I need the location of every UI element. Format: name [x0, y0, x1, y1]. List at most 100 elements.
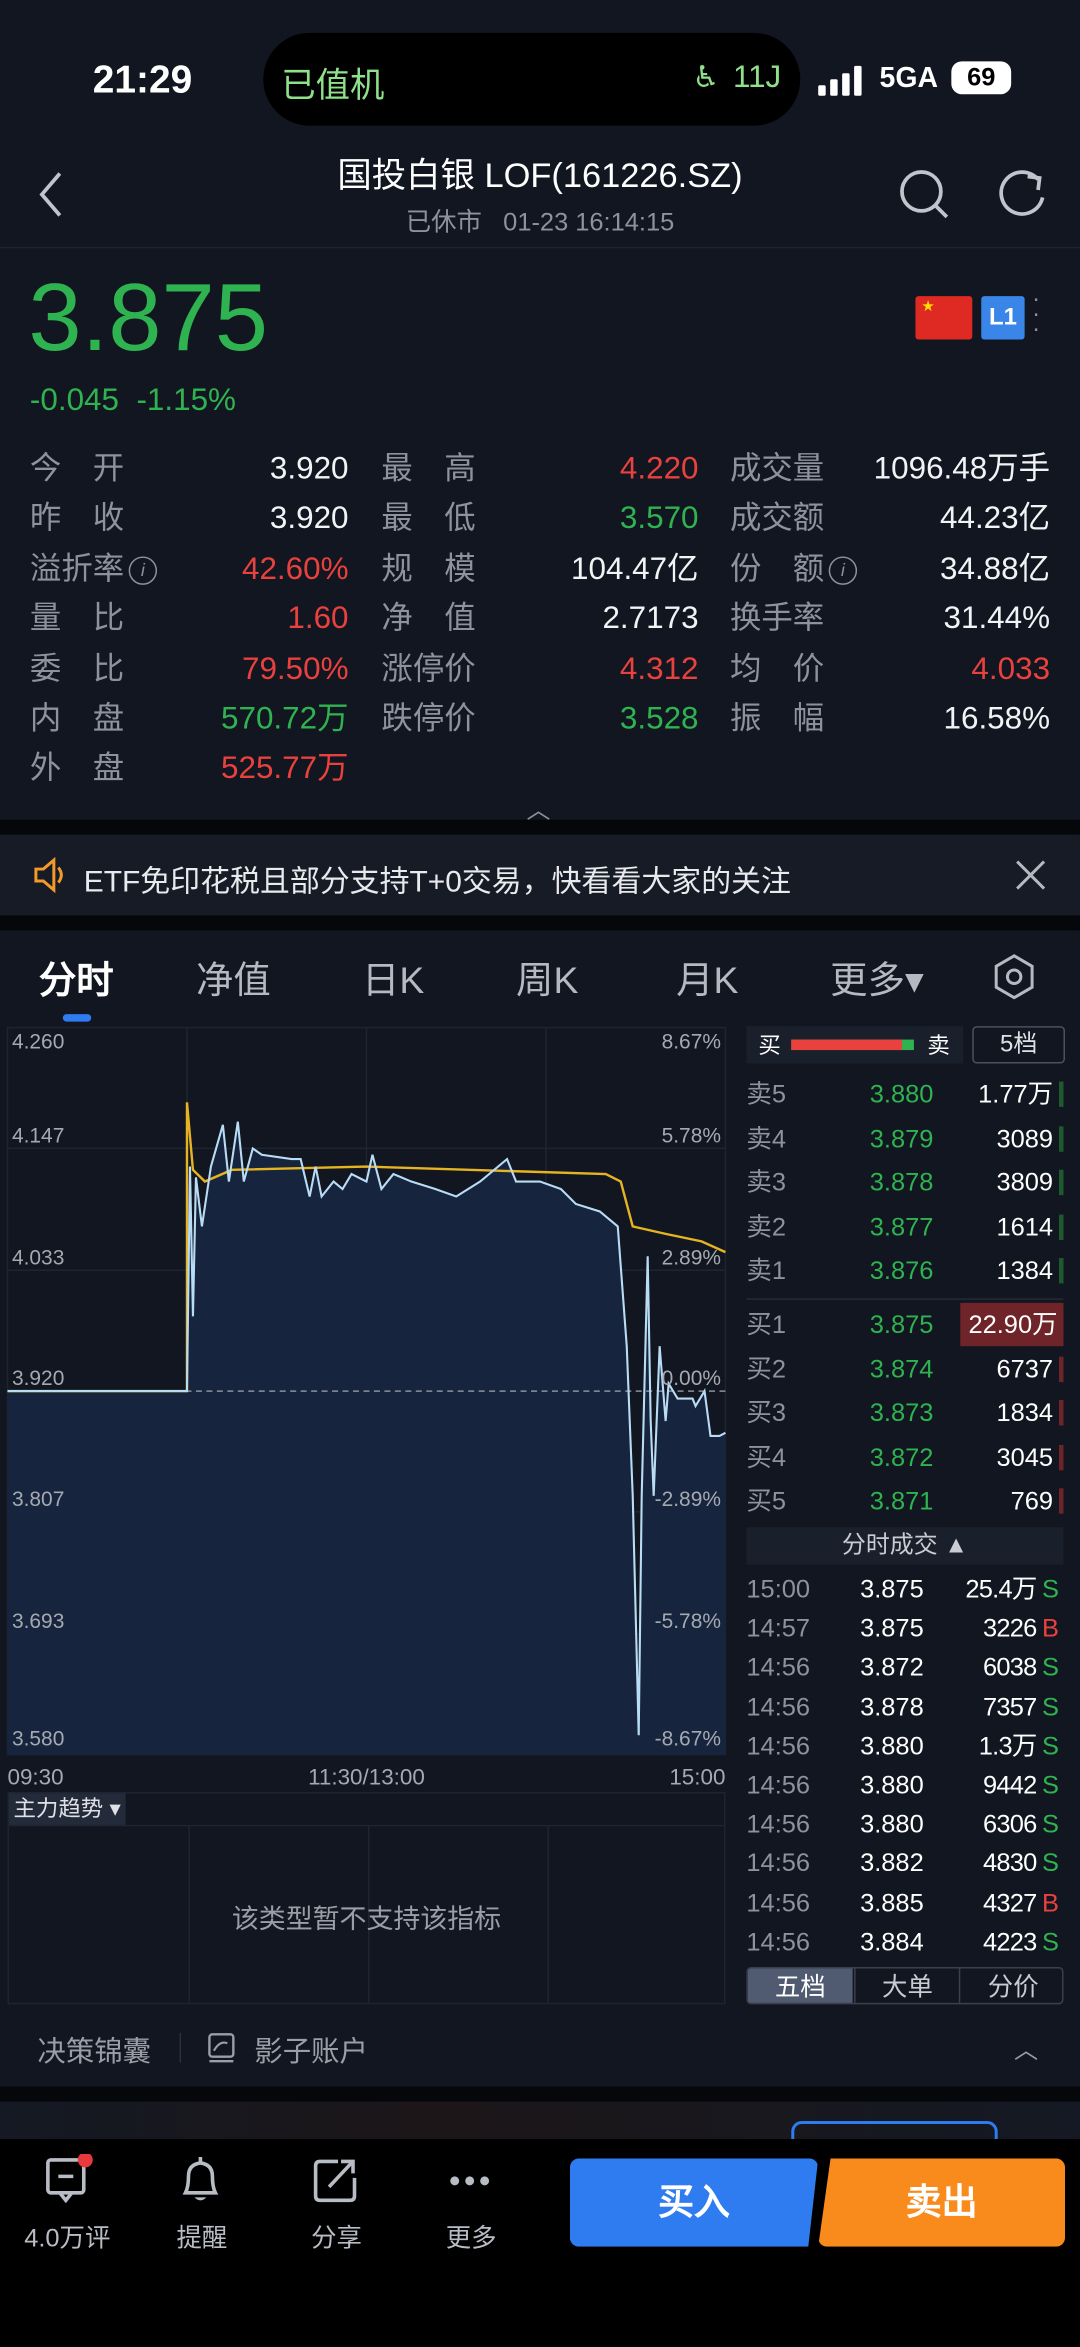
tab-0[interactable]: 分时	[38, 960, 114, 1003]
trade-row: 14:56 3.880 6306 S	[746, 1806, 1063, 1845]
tab-3[interactable]: 周K	[516, 960, 579, 1003]
y-tick-left: 3.580	[12, 1728, 64, 1751]
stat-label: 成交量	[729, 451, 825, 487]
volume-bar	[1059, 1125, 1064, 1152]
indicator-message: 该类型暂不支持该指标	[231, 1904, 502, 1935]
stat-value: 3.920	[269, 501, 349, 537]
bid-level[interactable]: 买2 3.874 6737	[746, 1347, 1064, 1390]
sell-button[interactable]: 卖出	[818, 2158, 1066, 2247]
intraday-chart[interactable]: 4.260 8.67% 4.147 5.78% 4.033 2.89% 3.920 0.00%…	[0, 1017, 736, 1802]
y-tick-right: 8.67%	[662, 1031, 721, 1054]
notice-banner[interactable]: ETF免印花税且部分支持T+0交易，快看看大家的关注	[0, 834, 1080, 916]
network-type: 5GA	[879, 62, 938, 95]
close-icon[interactable]	[1014, 859, 1047, 892]
seat-icon: ♿︎	[692, 61, 720, 95]
stat-value: 44.23亿	[940, 501, 1051, 537]
level-volume: 1834	[996, 1398, 1054, 1428]
y-tick-left: 3.807	[12, 1488, 64, 1511]
panel-tab-0[interactable]: 五档	[747, 1968, 853, 2003]
x-tick: 11:30/13:00	[308, 1764, 425, 1789]
trade-time: 14:56	[746, 1692, 811, 1722]
trade-price: 3.882	[860, 1849, 924, 1878]
tab-2[interactable]: 日K	[361, 960, 425, 1003]
ask-level[interactable]: 卖3 3.878 3809	[746, 1161, 1064, 1204]
depth-button[interactable]: 5档	[972, 1026, 1066, 1064]
stat-value: 2.7173	[602, 601, 699, 636]
trades-header[interactable]: 分时成交 ▲	[746, 1527, 1064, 1565]
bid-level[interactable]: 买5 3.871 769	[746, 1480, 1064, 1523]
bid-level[interactable]: 买1 3.875 22.90万	[746, 1302, 1064, 1347]
bid-level[interactable]: 买4 3.872 3045	[746, 1436, 1064, 1479]
ask-level[interactable]: 卖2 3.877 1614	[746, 1205, 1064, 1248]
ask-level[interactable]: 卖4 3.879 3089	[746, 1117, 1064, 1160]
volume-bar	[1059, 1214, 1064, 1240]
level-volume: 1.77万	[978, 1079, 1054, 1109]
trade-volume: 4223	[982, 1927, 1037, 1957]
trade-time: 14:56	[746, 1888, 811, 1918]
info-icon[interactable]: i	[128, 556, 158, 585]
trade-row: 14:56 3.872 6038 S	[746, 1649, 1063, 1688]
level-volume: 22.90万	[960, 1302, 1064, 1347]
info-icon[interactable]: i	[828, 556, 858, 585]
stat-value: 16.58%	[943, 701, 1051, 736]
trade-volume: 6038	[982, 1653, 1037, 1682]
nav-more[interactable]: 更多	[419, 2154, 524, 2254]
stat-row: 内 盘 570.72万 跌停价 3.528 振 幅 16.58%	[30, 694, 1050, 743]
tab-4[interactable]: 月K	[676, 960, 739, 1003]
stat-label: 振 幅	[729, 701, 825, 736]
bid-level[interactable]: 买3 3.873 1834	[746, 1391, 1064, 1434]
level-badge[interactable]: L1	[981, 296, 1025, 340]
collapse-tools-icon[interactable]: ︿	[1014, 2038, 1039, 2065]
trade-row: 15:00 3.875 25.4万 S	[746, 1571, 1063, 1610]
stat-label: 昨 收	[29, 501, 125, 537]
level-volume: 1384	[996, 1257, 1054, 1286]
stat-row: 外 盘 525.77万	[30, 744, 1050, 793]
settings-icon[interactable]	[993, 953, 1035, 1001]
stat-row: 今 开 3.920 最 高 4.220 成交量 1096.48万手	[30, 444, 1050, 493]
stat-label: 最 低	[381, 501, 476, 537]
level-price: 3.871	[869, 1487, 934, 1516]
signal-icon	[818, 65, 866, 96]
more-icon	[450, 2176, 490, 2186]
stat-row: 昨 收 3.920 最 低 3.570 成交额 44.23亿	[30, 494, 1050, 543]
y-tick-left: 4.033	[12, 1246, 64, 1269]
shadow-account-link[interactable]: 影子账户	[254, 2037, 368, 2069]
y-tick-left: 4.147	[12, 1124, 64, 1147]
collapse-stats-button[interactable]: ︿	[526, 798, 551, 825]
panel-tabs: 五档 大单 分价	[746, 1966, 1064, 2005]
trade-volume: 4830	[982, 1849, 1037, 1878]
trade-row: 14:56 3.885 4327 B	[746, 1884, 1063, 1923]
volume-bar	[1059, 1400, 1064, 1426]
buy-button[interactable]: 买入	[569, 2158, 819, 2247]
decision-kit-link[interactable]: 决策锦囊	[37, 2037, 152, 2069]
nav-bell[interactable]: 提醒	[150, 2154, 255, 2254]
y-tick-left: 4.260	[12, 1031, 64, 1054]
back-button[interactable]	[33, 168, 75, 222]
ask-level[interactable]: 卖1 3.876 1384	[746, 1250, 1064, 1293]
tab-1[interactable]: 净值	[195, 960, 271, 1003]
stat-label: 成交额	[729, 501, 825, 537]
nav-share[interactable]: 分享	[284, 2154, 389, 2254]
volume-bar	[1059, 1169, 1064, 1196]
trade-price: 3.872	[860, 1653, 924, 1682]
stat-label: 净 值	[381, 601, 476, 636]
indicator-selector[interactable]: 主力趋势 ▾	[8, 1793, 126, 1825]
ask-level[interactable]: 卖5 3.880 1.77万	[746, 1072, 1064, 1115]
more-vertical-icon[interactable]: · · ·	[1032, 287, 1041, 343]
sell-label: 卖	[927, 1033, 950, 1060]
tab-5[interactable]: 更多▾	[830, 960, 924, 1003]
stat-value: 1096.48万手	[873, 451, 1051, 487]
search-button[interactable]	[897, 168, 951, 229]
panel-tab-2[interactable]: 分价	[959, 1968, 1062, 2003]
x-tick: 15:00	[669, 1764, 725, 1789]
nav-comment[interactable]: 4.0万评	[15, 2153, 120, 2254]
search-icon	[900, 170, 949, 219]
trade-price: 3.875	[860, 1614, 924, 1643]
refresh-button[interactable]	[996, 168, 1050, 229]
active-tab-indicator	[62, 1014, 92, 1022]
stat-label: 涨停价	[381, 651, 476, 686]
stat-label: 规 模	[381, 551, 476, 587]
stat-label: 内 盘	[29, 701, 125, 736]
panel-tab-1[interactable]: 大单	[853, 1968, 960, 2003]
stat-label: 跌停价	[381, 701, 476, 736]
